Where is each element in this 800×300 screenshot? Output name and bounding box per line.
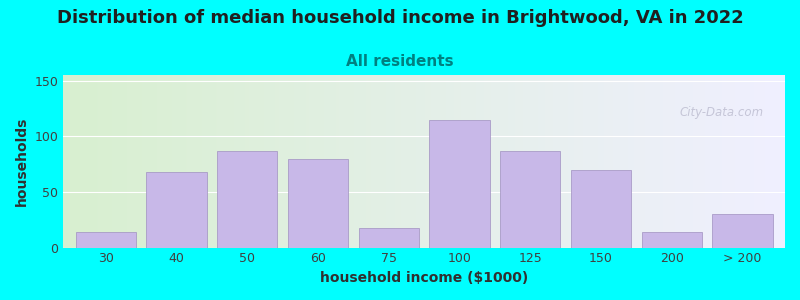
Text: Distribution of median household income in Brightwood, VA in 2022: Distribution of median household income … xyxy=(57,9,743,27)
Bar xyxy=(571,169,631,247)
Text: City-Data.com: City-Data.com xyxy=(679,106,763,119)
Y-axis label: households: households xyxy=(15,117,29,206)
X-axis label: household income ($1000): household income ($1000) xyxy=(320,271,528,285)
Bar xyxy=(713,214,773,248)
Bar xyxy=(76,232,136,248)
Text: All residents: All residents xyxy=(346,54,454,69)
Bar xyxy=(430,119,490,248)
Bar xyxy=(146,172,206,247)
Bar xyxy=(358,227,419,248)
Bar xyxy=(500,151,560,248)
Bar xyxy=(288,158,348,248)
Bar xyxy=(217,151,278,248)
Bar xyxy=(642,232,702,248)
